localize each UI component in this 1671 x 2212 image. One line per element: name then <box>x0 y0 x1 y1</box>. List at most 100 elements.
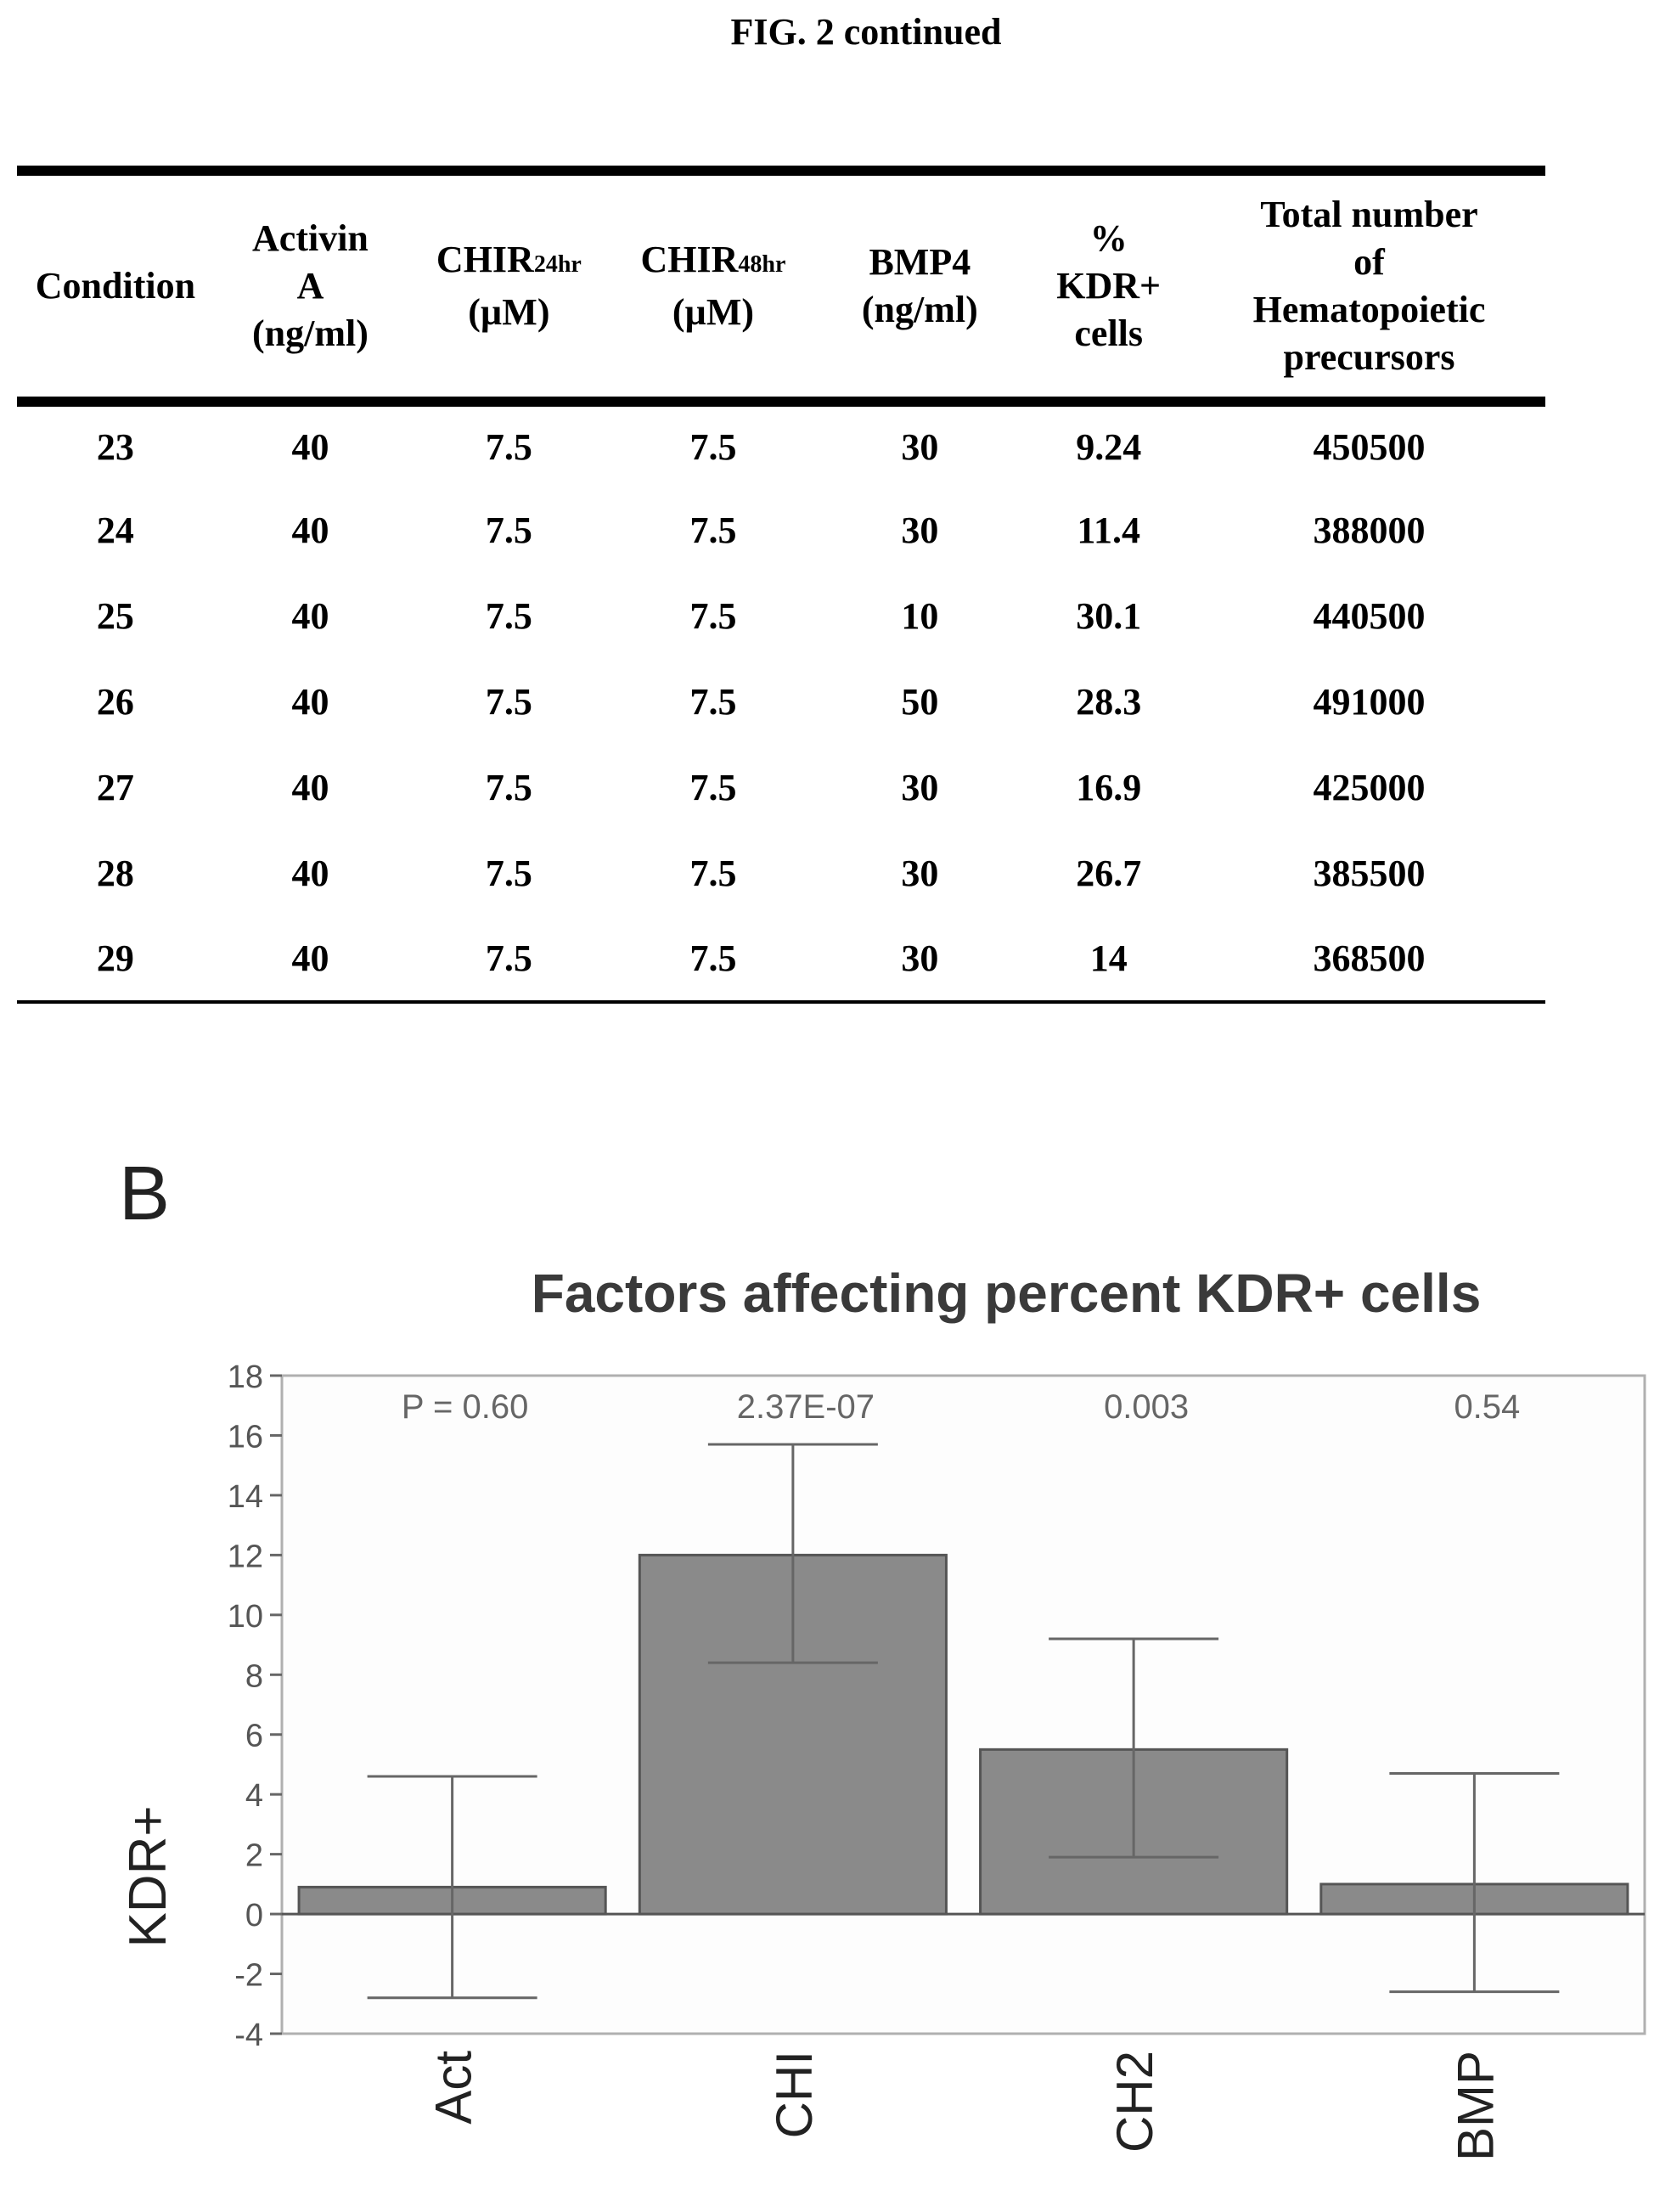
table-cell: 9.24 <box>1076 426 1142 468</box>
column-header-subscript: 48hr <box>738 251 786 278</box>
table-cell: 11.4 <box>1077 509 1140 551</box>
column-header-line: (µM) <box>672 291 755 333</box>
y-tick-label: -2 <box>234 1958 263 1994</box>
y-tick-label: 10 <box>228 1599 263 1635</box>
column-header: BMP4 (ng/ml) <box>815 166 1025 407</box>
table-cell: 385500 <box>1313 853 1426 894</box>
table-cell: 425000 <box>1313 767 1426 808</box>
y-tick-label: 14 <box>228 1479 263 1515</box>
column-header-line: Condition <box>35 265 196 307</box>
table-row: 24 40 7.5 7.5 30 11.4 388000 <box>17 487 1545 573</box>
table-header-row: Condition Activin A (ng/ml) CHIR24hr (µM) CHIR… <box>17 166 1545 407</box>
table-cell: 7.5 <box>689 681 737 723</box>
column-header-line: CHIR <box>436 239 534 280</box>
x-tick-label: CHI <box>766 2051 823 2138</box>
table-cell: 7.5 <box>485 595 532 637</box>
column-header: Activin A (ng/ml) <box>213 166 408 407</box>
column-header-line: % <box>1089 217 1128 259</box>
table-cell: 28 <box>96 853 134 894</box>
y-tick-label: 2 <box>245 1838 263 1874</box>
table-cell: 40 <box>291 595 329 637</box>
table-row: 28 40 7.5 7.5 30 26.7 385500 <box>17 830 1545 916</box>
y-tick-label: 12 <box>228 1539 263 1574</box>
p-value-label: 0.003 <box>1104 1388 1189 1426</box>
table-cell: 16.9 <box>1076 767 1142 808</box>
table-cell: 26 <box>96 681 134 723</box>
column-header: CHIR24hr (µM) <box>407 166 611 407</box>
panel-label: B <box>119 1151 171 1236</box>
table-cell: 40 <box>291 853 329 894</box>
column-header: Total number of Hematopoietic precursors <box>1193 166 1545 407</box>
table-cell: 388000 <box>1313 509 1426 551</box>
column-header-line: precursors <box>1283 336 1455 378</box>
table-cell: 24 <box>96 509 134 551</box>
table-cell: 40 <box>291 767 329 808</box>
table-cell: 28.3 <box>1076 681 1142 723</box>
table-cell: 368500 <box>1193 916 1545 1004</box>
y-tick-label: 16 <box>228 1419 263 1455</box>
column-header-line: cells <box>1074 312 1144 354</box>
column-header: Condition <box>17 166 214 407</box>
column-header: CHIR48hr (µM) <box>610 166 816 407</box>
table-cell: 7.5 <box>689 509 737 551</box>
x-tick-label: Act <box>425 2051 482 2125</box>
column-header-line: Total number <box>1260 194 1478 235</box>
y-tick-label: 18 <box>228 1359 263 1395</box>
column-header-line: Activin <box>252 217 369 259</box>
plot-area: -4 -2 0 2 4 6 8 10 12 14 16 18 P = 0.60 Act 2.37E-07 CH… <box>228 1359 1646 2161</box>
column-header-line: Hematopoietic <box>1252 289 1486 330</box>
p-value-label: 2.37E-07 <box>737 1388 875 1426</box>
column-header-line: KDR+ <box>1056 265 1162 307</box>
table-cell: 40 <box>291 426 329 468</box>
table-cell: 30.1 <box>1076 595 1142 637</box>
plot-frame <box>280 1374 1646 2035</box>
data-table: Condition Activin A (ng/ml) CHIR24hr (µM) CHIR… <box>17 166 1545 1004</box>
table-row: 29 40 7.5 7.5 30 14 368500 <box>17 916 1545 1004</box>
table-cell: 27 <box>96 767 134 808</box>
table-cell: 26.7 <box>1076 853 1142 894</box>
table-cell: 50 <box>901 681 939 723</box>
figure-title: FIG. 2 continued <box>730 11 1002 53</box>
table-cell: 23 <box>96 426 134 468</box>
column-header-line: (µM) <box>468 291 550 333</box>
column-header-line: CHIR <box>640 239 739 280</box>
table-cell: 491000 <box>1313 681 1426 723</box>
y-axis-label: KDR+ <box>119 1805 177 1947</box>
x-tick-label: CH2 <box>1106 2051 1163 2153</box>
table-cell: 7.5 <box>485 853 532 894</box>
table-cell: 450500 <box>1313 426 1426 468</box>
table-cell: 25 <box>96 595 134 637</box>
table-row: 25 40 7.5 7.5 10 30.1 440500 <box>17 573 1545 659</box>
table-cell: 14 <box>1024 916 1194 1004</box>
table-cell: 7.5 <box>485 767 532 808</box>
table-cell: 7.5 <box>689 595 737 637</box>
table-cell: 7.5 <box>407 916 611 1004</box>
table-row: 27 40 7.5 7.5 30 16.9 425000 <box>17 745 1545 830</box>
column-header-line: of <box>1353 241 1385 283</box>
table-cell: 7.5 <box>485 509 532 551</box>
table-row: 26 40 7.5 7.5 50 28.3 491000 <box>17 659 1545 745</box>
p-value-label: P = 0.60 <box>402 1388 528 1426</box>
table-cell: 7.5 <box>689 767 737 808</box>
chart-title: Factors affecting percent KDR+ cells <box>532 1263 1482 1324</box>
y-tick-label: -4 <box>234 2018 263 2053</box>
table-cell: 30 <box>901 767 939 808</box>
table-cell: 440500 <box>1313 595 1426 637</box>
y-tick-label: 4 <box>245 1778 263 1814</box>
table-cell: 7.5 <box>689 853 737 894</box>
table-cell: 29 <box>17 916 214 1004</box>
table-cell: 30 <box>901 509 939 551</box>
table-cell: 10 <box>901 595 939 637</box>
column-header: % KDR+ cells <box>1024 166 1194 407</box>
table-cell: 30 <box>901 853 939 894</box>
y-tick-label: 8 <box>245 1658 263 1694</box>
column-header-line: (ng/ml) <box>861 289 978 330</box>
table-cell: 30 <box>815 916 1025 1004</box>
table-body: 23 40 7.5 7.5 30 9.24 450500 24 40 7.5 7.5 30 11.4 38… <box>17 402 1545 1004</box>
table-cell: 7.5 <box>485 681 532 723</box>
table-cell: 30 <box>901 426 939 468</box>
column-header-line: (ng/ml) <box>252 312 369 354</box>
y-tick-label: 6 <box>245 1719 263 1754</box>
column-header-subscript: 24hr <box>533 251 582 278</box>
table-cell: 7.5 <box>689 426 737 468</box>
